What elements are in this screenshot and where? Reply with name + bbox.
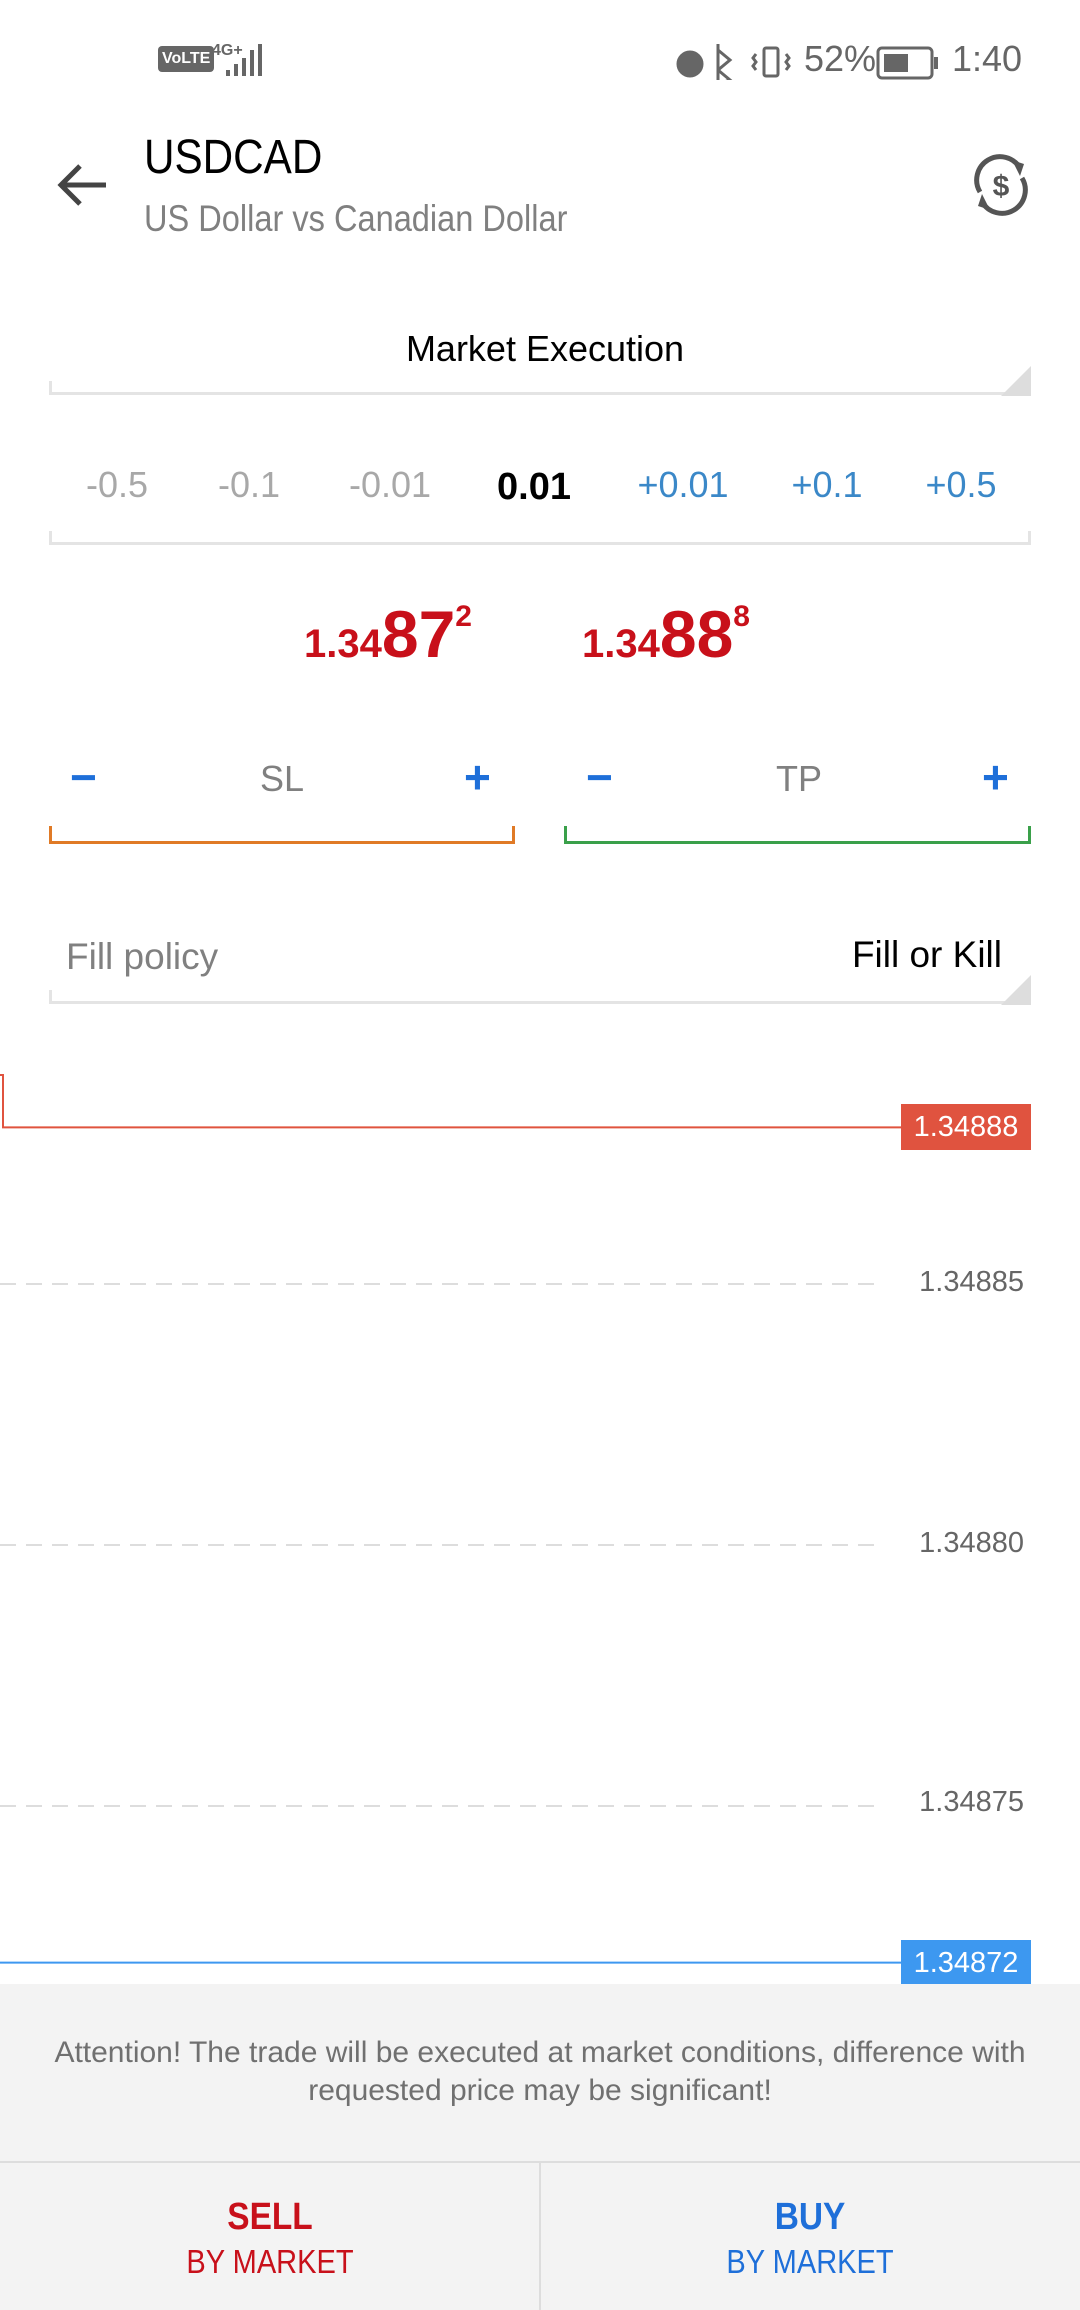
bid-price-pips: 87: [381, 597, 456, 671]
volume-minus-0.1[interactable]: -0.1: [217, 464, 281, 505]
buy-by-market-button[interactable]: BUY BY MARKET: [540, 2162, 1080, 2310]
fill-policy-select[interactable]: Fill or Kill: [851, 934, 1002, 975]
bid-price-label: 1.34872: [901, 1939, 1031, 1986]
sl-plus-button[interactable]: +: [464, 751, 491, 803]
volume-minus-0.5[interactable]: -0.5: [85, 464, 149, 505]
volume-underline: [49, 531, 1031, 545]
y-tick: 1.34875: [919, 1786, 1024, 1818]
order-type-underline: [49, 381, 1031, 395]
clock: 1:40: [952, 38, 1023, 79]
tp-underline: [564, 826, 1031, 844]
buy-label: BUY: [774, 2196, 846, 2238]
bid-price-prefix: 1.34: [304, 622, 382, 666]
volume-plus-0.1[interactable]: +0.1: [791, 464, 863, 505]
sl-minus-button[interactable]: −: [70, 751, 97, 803]
divider: [0, 2161, 1080, 2163]
ask-price-prefix: 1.34: [582, 622, 660, 666]
currency-exchange-icon[interactable]: $: [968, 152, 1034, 218]
fill-policy-label: Fill policy: [66, 936, 219, 977]
volume-plus-0.01[interactable]: +0.01: [637, 464, 729, 505]
ask-price-fraction: 8: [733, 600, 750, 633]
y-tick: 1.34880: [919, 1527, 1024, 1559]
bid-price-fraction: 2: [455, 600, 472, 633]
dropdown-corner-icon: [1001, 366, 1031, 396]
arrow-left-icon[interactable]: [56, 160, 112, 210]
buy-sublabel: BY MARKET: [726, 2243, 894, 2280]
battery-percent: 52%: [804, 38, 877, 79]
volume-minus-0.01[interactable]: -0.01: [348, 464, 432, 505]
tp-input[interactable]: TP: [776, 758, 823, 799]
tp-plus-button[interactable]: +: [982, 751, 1009, 803]
sell-by-market-button[interactable]: SELL BY MARKET: [0, 2162, 540, 2310]
sl-input[interactable]: SL: [260, 758, 305, 799]
tp-minus-button[interactable]: −: [586, 751, 613, 803]
ask-line: [0, 1074, 905, 1129]
signal-icon: [226, 44, 262, 76]
ask-price: 1.34888: [582, 596, 750, 672]
svg-text:$: $: [993, 170, 1010, 203]
bid-price: 1.34872: [304, 596, 472, 672]
ask-price-label: 1.34888: [901, 1104, 1031, 1151]
network-type: 4G+: [212, 42, 243, 59]
fill-policy-underline: [49, 990, 1031, 1004]
sl-underline: [49, 826, 515, 844]
volume-plus-0.5[interactable]: +0.5: [925, 464, 997, 505]
page-subtitle: US Dollar vs Canadian Dollar: [144, 198, 568, 239]
order-type-select[interactable]: Market Execution: [405, 328, 685, 369]
attention-message: Attention! The trade will be executed at…: [54, 2036, 1026, 2107]
dropdown-corner-icon: [1001, 975, 1031, 1005]
price-chart: [0, 1074, 905, 1964]
battery-icon: [876, 46, 938, 80]
ask-price-pips: 88: [659, 597, 734, 671]
sell-label: SELL: [227, 2196, 313, 2238]
divider: [539, 2163, 541, 2310]
alarm-bluetooth-vibrate-icons: [676, 44, 791, 80]
y-tick: 1.34885: [919, 1266, 1024, 1298]
volte-icon: VoLTE: [158, 46, 215, 72]
page-title: USDCAD: [144, 131, 323, 184]
volume-value[interactable]: 0.01: [497, 466, 571, 508]
sell-sublabel: BY MARKET: [186, 2243, 354, 2280]
